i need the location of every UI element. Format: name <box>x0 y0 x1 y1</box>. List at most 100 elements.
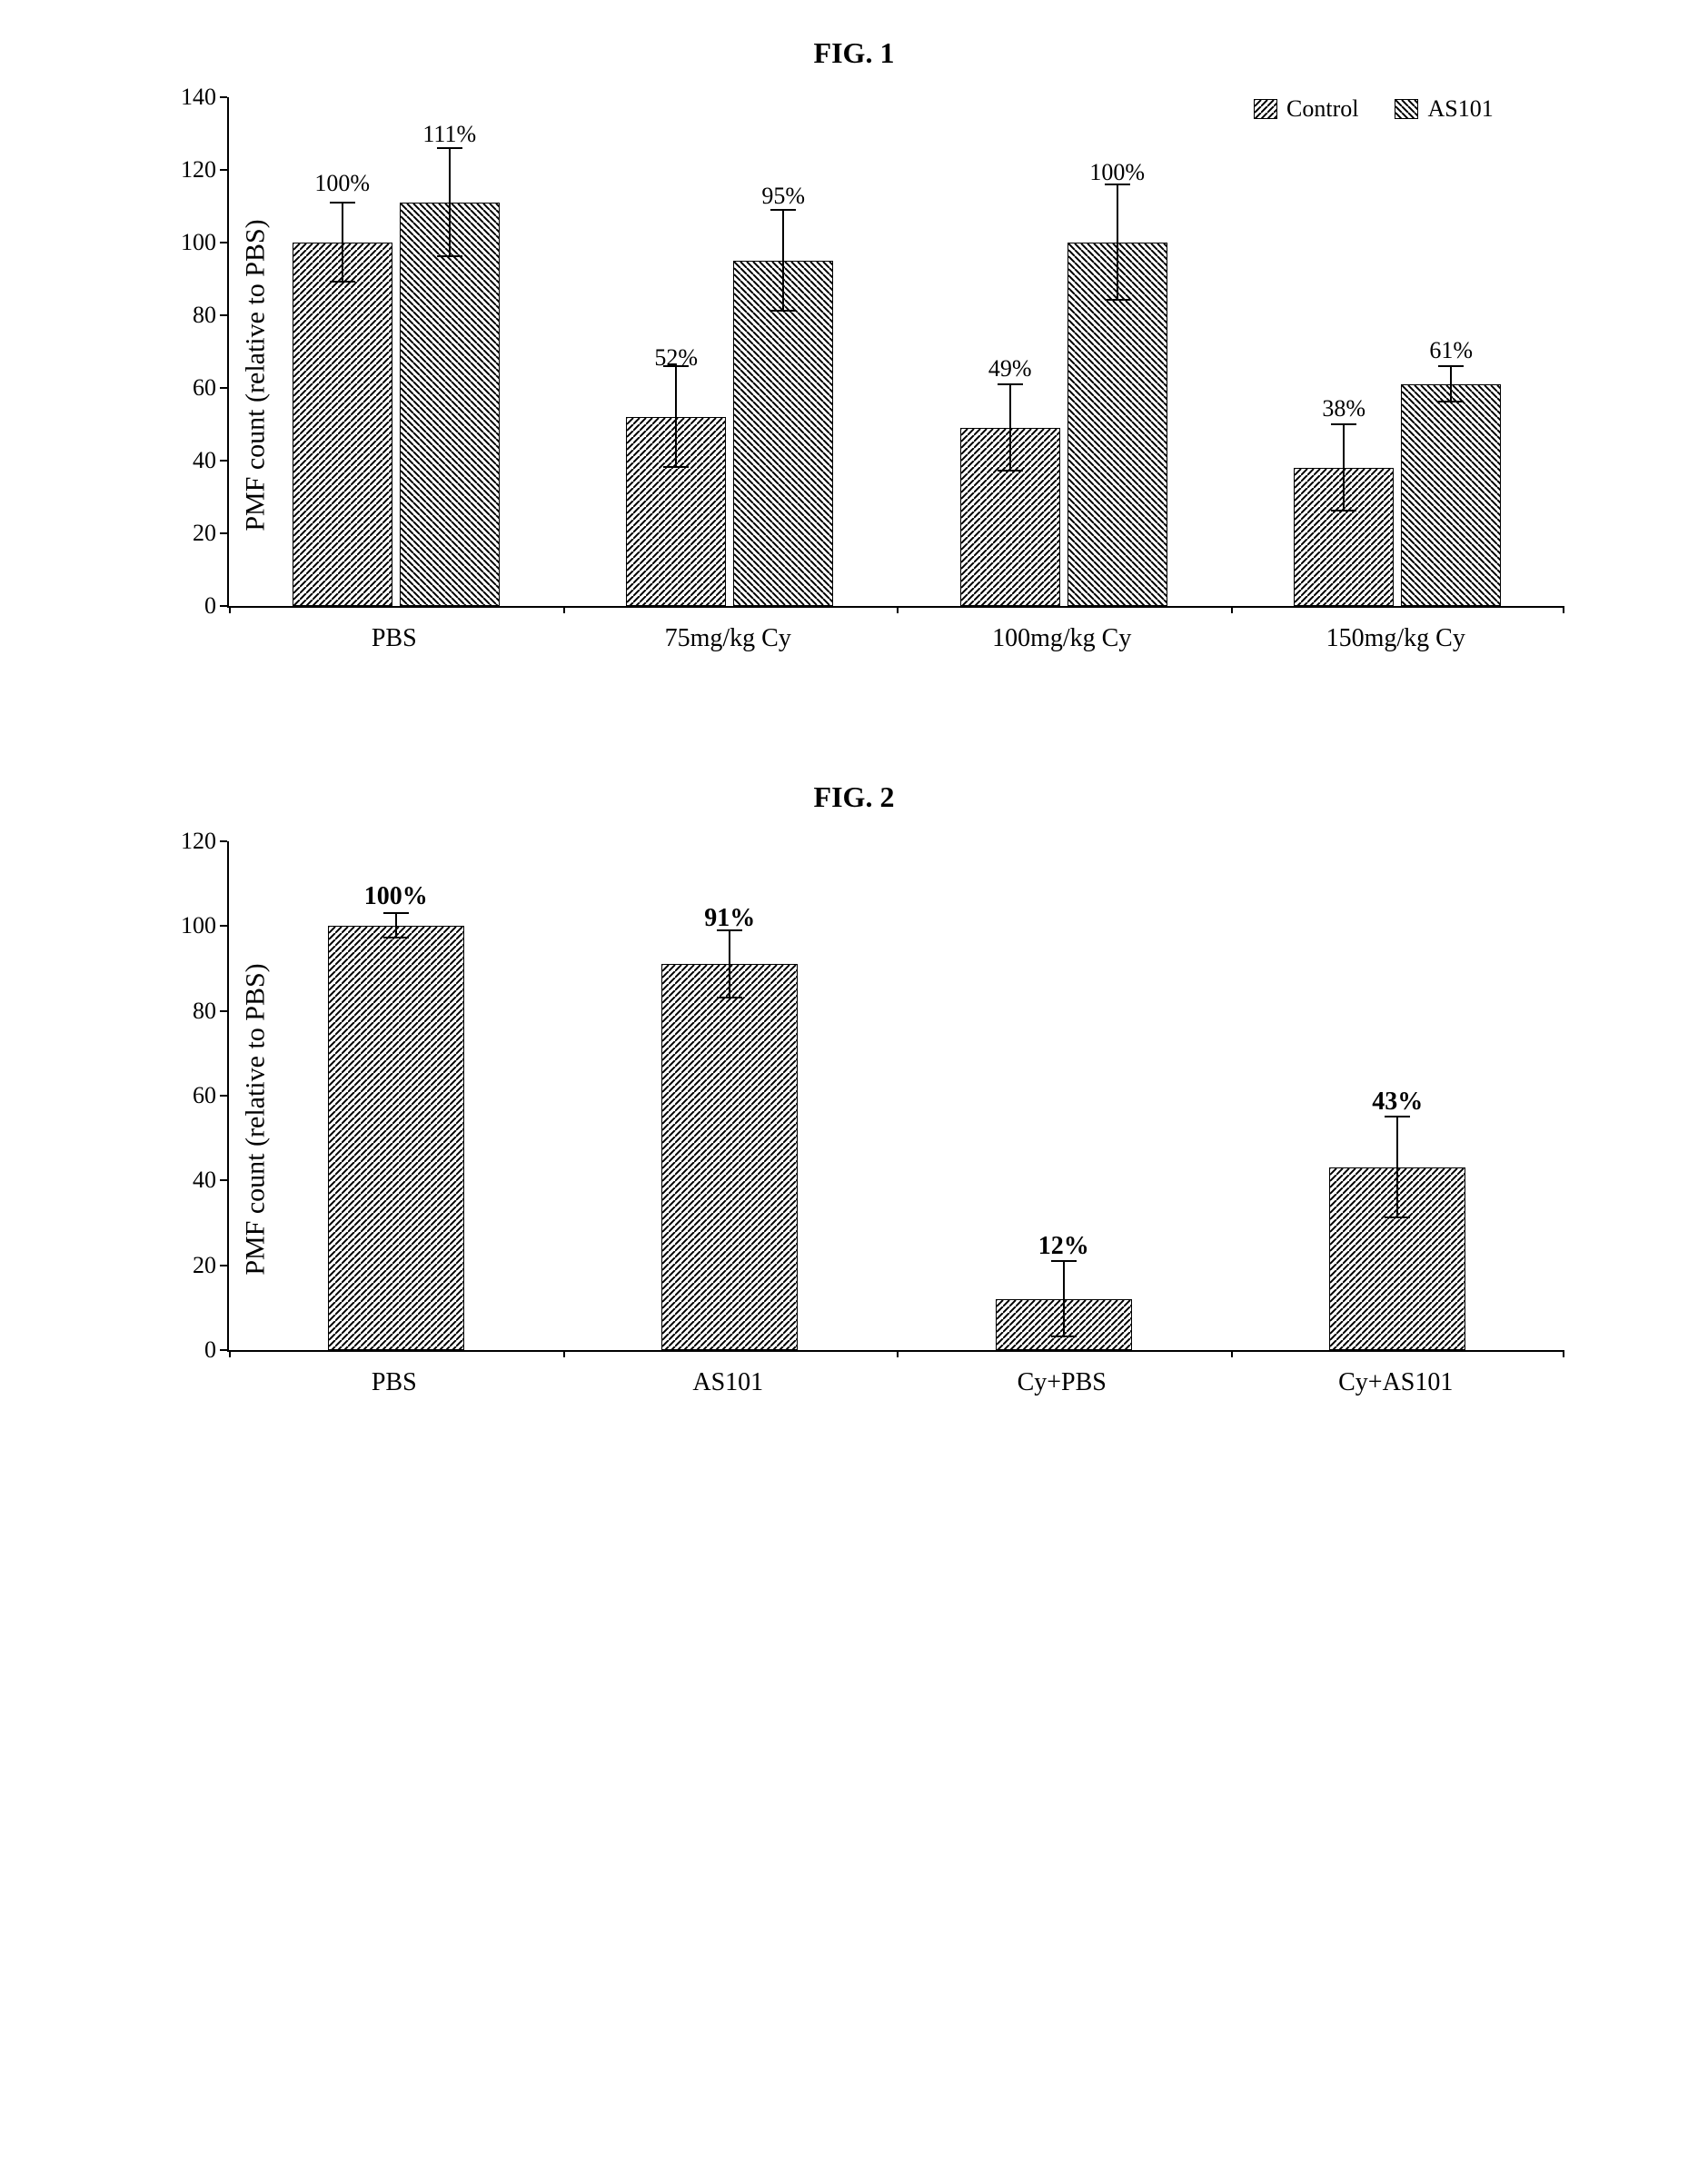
ytick-label: 100 <box>162 912 216 939</box>
ytick-mark <box>220 840 227 842</box>
error-cap <box>1385 1217 1410 1218</box>
bar: 38% <box>1294 468 1394 606</box>
xtick-label: Cy+AS101 <box>1229 1368 1564 1397</box>
ytick-label: 0 <box>162 592 216 620</box>
figure-2-yaxis: 020406080100120 <box>164 841 227 1350</box>
figure-1-xlabels: PBS75mg/kg Cy100mg/kg Cy150mg/kg Cy <box>227 624 1563 653</box>
ytick-mark <box>220 1010 227 1012</box>
ytick-mark <box>220 460 227 462</box>
ytick-label: 120 <box>162 828 216 855</box>
ytick-label: 40 <box>162 447 216 474</box>
figure-1: FIG. 1 PMF count (relative to PBS) Contr… <box>127 36 1581 653</box>
figure-1-chart: PMF count (relative to PBS) Control AS10… <box>127 97 1581 653</box>
bar-value-label: 38% <box>1322 395 1365 422</box>
ytick-label: 80 <box>162 302 216 329</box>
error-cap <box>770 310 796 312</box>
xtick-mark <box>229 606 231 613</box>
figure-1-title: FIG. 1 <box>127 36 1581 70</box>
bar: 100% <box>1068 243 1167 606</box>
figure-1-yaxis: 020406080100120140 <box>164 97 227 606</box>
bar-group: 12% <box>897 841 1231 1350</box>
error-cap <box>383 912 409 914</box>
ytick-label: 20 <box>162 520 216 547</box>
error-cap <box>1438 365 1464 367</box>
figure-2-plot: 100% 91% 12% 43% <box>227 841 1564 1352</box>
bar-group: 49% 100% <box>897 97 1231 606</box>
figure-2-plot-wrap: 020406080100120 100%91%12%43% PBSAS101Cy… <box>227 841 1581 1397</box>
ytick-mark <box>220 387 227 389</box>
figure-2-groups: 100% 91% 12% 43% <box>229 841 1564 1350</box>
bar-rect <box>328 926 464 1350</box>
error-cap <box>383 937 409 939</box>
figure-2-chart: PMF count (relative to PBS) 020406080100… <box>127 841 1581 1397</box>
bar-rect <box>661 964 798 1350</box>
error-bar <box>1117 184 1118 301</box>
ytick-label: 100 <box>162 229 216 256</box>
bar-value-label: 100% <box>364 882 428 911</box>
xtick-label: AS101 <box>561 1368 896 1397</box>
xtick-mark <box>563 1350 565 1357</box>
xtick-mark <box>229 1350 231 1357</box>
ytick-mark <box>220 925 227 927</box>
ytick-label: 0 <box>162 1336 216 1364</box>
error-cap <box>1331 423 1356 425</box>
error-cap <box>663 466 689 468</box>
bar-value-label: 100% <box>1089 159 1145 186</box>
xtick-mark <box>897 1350 899 1357</box>
bar-group: 100% <box>229 841 563 1350</box>
error-bar <box>1396 1117 1398 1218</box>
bar-rect <box>293 243 392 606</box>
bar: 100% <box>293 243 392 606</box>
ytick-mark <box>220 242 227 243</box>
error-bar <box>782 210 784 312</box>
ytick-mark <box>220 169 227 171</box>
error-bar <box>1450 366 1452 402</box>
bar: 95% <box>733 261 833 606</box>
figure-1-plot: 100%111%52%95%49%100%38%61% <box>227 97 1564 608</box>
bar: 111% <box>400 203 500 606</box>
xtick-label: 150mg/kg Cy <box>1229 624 1564 653</box>
bar-value-label: 12% <box>1038 1232 1089 1261</box>
xtick-label: Cy+PBS <box>895 1368 1229 1397</box>
bar-value-label: 91% <box>704 904 755 933</box>
error-cap <box>998 470 1023 472</box>
xtick-mark <box>1231 606 1233 613</box>
bar: 100% <box>328 926 464 1350</box>
error-bar <box>1009 384 1011 472</box>
ytick-label: 120 <box>162 156 216 184</box>
ytick-label: 60 <box>162 1082 216 1109</box>
figure-1-plot-wrap: Control AS101 020406080100120140 100%111… <box>227 97 1581 653</box>
figure-2: FIG. 2 PMF count (relative to PBS) 02040… <box>127 780 1581 1397</box>
bar-group: 43% <box>1231 841 1565 1350</box>
ytick-label: 60 <box>162 374 216 402</box>
bar-group: 38%61% <box>1231 97 1565 606</box>
bar-value-label: 100% <box>314 170 370 197</box>
xtick-mark <box>1563 1350 1564 1357</box>
xtick-label: PBS <box>227 1368 561 1397</box>
figure-2-title: FIG. 2 <box>127 780 1581 814</box>
error-bar <box>1063 1261 1065 1337</box>
bar: 91% <box>661 964 798 1350</box>
error-cap <box>1051 1336 1077 1337</box>
xtick-mark <box>563 606 565 613</box>
bar-rect <box>733 261 833 606</box>
xtick-mark <box>1563 606 1564 613</box>
xtick-mark <box>1231 1350 1233 1357</box>
error-bar <box>395 913 397 939</box>
ytick-mark <box>220 1265 227 1266</box>
error-cap <box>717 997 742 998</box>
error-cap <box>1105 299 1130 301</box>
bar-value-label: 49% <box>988 355 1032 382</box>
error-bar <box>342 203 343 283</box>
figure-1-groups: 100%111%52%95%49%100%38%61% <box>229 97 1564 606</box>
bar: 61% <box>1401 384 1501 606</box>
error-cap <box>330 202 355 204</box>
bar-group: 91% <box>563 841 898 1350</box>
bar-value-label: 43% <box>1372 1088 1423 1117</box>
bar: 12% <box>996 1299 1132 1350</box>
ytick-mark <box>220 532 227 534</box>
error-bar <box>1343 424 1345 511</box>
bar-group: 100%111% <box>229 97 563 606</box>
error-bar <box>675 366 677 468</box>
error-cap <box>330 281 355 283</box>
